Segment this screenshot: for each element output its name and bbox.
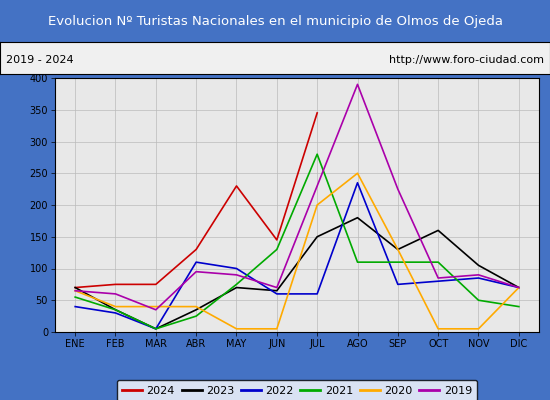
Text: http://www.foro-ciudad.com: http://www.foro-ciudad.com — [389, 55, 544, 65]
Text: 2019 - 2024: 2019 - 2024 — [6, 55, 73, 65]
Legend: 2024, 2023, 2022, 2021, 2020, 2019: 2024, 2023, 2022, 2021, 2020, 2019 — [117, 380, 477, 400]
Text: Evolucion Nº Turistas Nacionales en el municipio de Olmos de Ojeda: Evolucion Nº Turistas Nacionales en el m… — [47, 14, 503, 28]
